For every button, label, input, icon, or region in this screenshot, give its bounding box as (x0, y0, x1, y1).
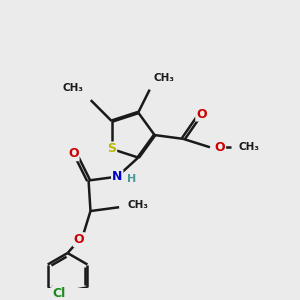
Text: O: O (68, 147, 79, 160)
Text: CH₃: CH₃ (154, 73, 175, 83)
Text: O: O (196, 107, 207, 121)
Text: Cl: Cl (52, 286, 65, 300)
Text: S: S (107, 142, 116, 155)
Text: N: N (112, 170, 122, 183)
Text: CH₃: CH₃ (128, 200, 148, 210)
Text: CH₃: CH₃ (63, 83, 84, 93)
Text: CH₃: CH₃ (238, 142, 260, 152)
Text: H: H (127, 174, 136, 184)
Text: O: O (74, 233, 84, 246)
Text: O: O (214, 141, 225, 154)
